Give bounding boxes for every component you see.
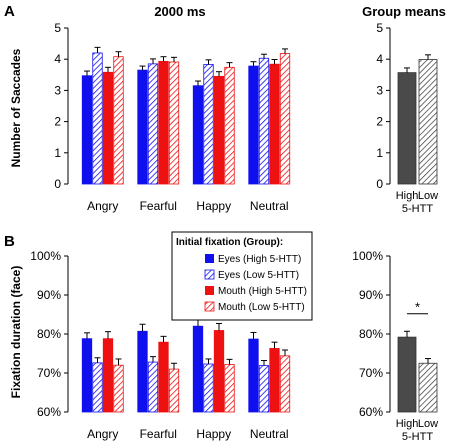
chart-a-y-tick-label: 3	[54, 83, 61, 97]
chart-b-bar	[213, 330, 225, 413]
chart-a-x-tick-label: Happy	[196, 199, 231, 213]
chart-a-y-tick-label: 5	[54, 21, 61, 35]
chart-a-bar	[158, 60, 169, 185]
chart-a-x-tick-label: Fearful	[140, 199, 177, 213]
panel-a-label: A	[4, 3, 15, 20]
chart-a-x-tick-label: Angry	[87, 199, 118, 213]
chart-b-group-y-tick-label: 100%	[352, 249, 383, 263]
panel-a-ylabel: Number of Saccades	[9, 48, 23, 167]
legend-label-eyes-low: Eyes (Low 5-HTT)	[218, 270, 299, 281]
chart-a-group-y-tick-label: 4	[376, 52, 383, 66]
chart-b-x-tick-label: Happy	[196, 427, 231, 441]
chart-a-group-x-sublabel: 5-HTT	[402, 203, 433, 215]
chart-b-group-significance-marker: *	[415, 300, 420, 315]
chart-a-group-x-tick-label: High	[396, 190, 419, 202]
chart-a-group-bar	[418, 59, 438, 185]
chart-a-bar	[102, 71, 114, 185]
chart-b-x-tick-label: Fearful	[140, 427, 177, 441]
legend-label-mouth-low: Mouth (Low 5-HTT)	[218, 302, 305, 313]
chart-a-saccades: 0 1 2 3 4 5 Angry Fearful Happy Neutral	[54, 21, 291, 213]
panel-b-ylabel: Fixation duration (face)	[9, 266, 23, 399]
chart-a-bar	[213, 75, 225, 185]
chart-b-y-tick-label: 100%	[30, 249, 61, 263]
chart-a-bar	[147, 63, 159, 185]
chart-a-group-y-tick-label: 5	[376, 21, 383, 35]
legend-title: Initial fixation (Group):	[176, 237, 283, 248]
chart-b-group-y-tick-label: 90%	[359, 288, 383, 302]
chart-b-group-x-tick-label: High	[396, 418, 419, 430]
chart-a-bar	[81, 75, 93, 185]
chart-b-bar	[113, 364, 124, 413]
chart-b-y-tick-label: 70%	[37, 366, 61, 380]
chart-a-group-y-tick-label: 2	[376, 115, 383, 129]
chart-b-bar	[102, 338, 114, 413]
chart-b-bar	[279, 355, 291, 413]
chart-a-y-tick-label: 2	[54, 115, 61, 129]
chart-a-bar	[168, 61, 180, 185]
chart-b-group-y-tick-label: 80%	[359, 327, 383, 341]
chart-a-bar	[192, 85, 204, 185]
chart-b-bar	[147, 361, 159, 413]
legend-box	[171, 231, 313, 321]
chart-b-bar	[92, 362, 103, 413]
chart-a-y-tick-label: 1	[54, 146, 61, 160]
chart-a-group-y-tick-label: 0	[376, 177, 383, 191]
chart-b-y-tick-label: 90%	[37, 288, 61, 302]
chart-b-fixation-duration: 60% 70% 80% 90% 100% Angry Fearful Happy Neutral	[30, 249, 291, 441]
chart-a-x-tick-label: Neutral	[250, 199, 289, 213]
chart-a-bar	[224, 66, 235, 185]
chart-a-bar	[279, 53, 291, 185]
legend-swatch-mouth-high	[205, 286, 214, 295]
chart-b-bar	[203, 363, 214, 413]
legend-label-eyes-high: Eyes (High 5-HTT)	[218, 254, 301, 265]
chart-b-group-y-tick-label: 70%	[359, 366, 383, 380]
group-means-title: Group means	[362, 4, 446, 19]
legend-label-mouth-high: Mouth (High 5-HTT)	[218, 286, 307, 297]
legend-swatch-eyes-low	[204, 269, 215, 280]
chart-b-bar	[248, 338, 259, 413]
panel-b-label: B	[4, 233, 15, 250]
chart-b-y-tick-label: 80%	[37, 327, 61, 341]
chart-a-group-y-tick-label: 3	[376, 83, 383, 97]
chart-b-bar	[192, 325, 204, 413]
chart-a-y-tick-label: 4	[54, 52, 61, 66]
legend-swatch-eyes-high	[205, 254, 214, 263]
chart-b-bar	[258, 365, 270, 413]
legend-swatch-mouth-low	[204, 301, 215, 312]
legend: Initial fixation (Group): Eyes (High 5-H…	[171, 231, 313, 321]
chart-a-bar	[137, 69, 148, 185]
chart-b-group-bar	[418, 362, 438, 413]
chart-a-bar	[203, 64, 214, 185]
chart-a-group-y-tick-label: 1	[376, 146, 383, 160]
chart-a-group-x-tick-label: Low	[418, 190, 438, 202]
chart-b-bar	[158, 341, 169, 413]
chart-a-bar	[113, 56, 124, 185]
chart-b-y-tick-label: 60%	[37, 405, 61, 419]
panel-a-title: 2000 ms	[154, 4, 205, 19]
chart-a-group-bar	[397, 72, 417, 185]
chart-a-bar	[258, 57, 270, 185]
chart-b-group-x-sublabel: 5-HTT	[402, 431, 433, 443]
chart-b-group-y-tick-label: 60%	[359, 405, 383, 419]
chart-b-bar	[269, 348, 280, 413]
chart-b-bar	[137, 330, 148, 413]
chart-a-y-tick-label: 0	[54, 177, 61, 191]
chart-b-bar	[224, 364, 235, 413]
chart-b-bar	[81, 338, 93, 413]
chart-a-bar	[92, 52, 103, 185]
chart-a-bar	[269, 63, 280, 185]
chart-b-x-tick-label: Angry	[87, 427, 118, 441]
chart-b-group-x-tick-label: Low	[418, 418, 438, 430]
chart-b-group-bar	[397, 336, 417, 413]
chart-b-x-tick-label: Neutral	[250, 427, 289, 441]
chart-a-bar	[248, 65, 259, 185]
chart-b-bar	[168, 368, 180, 413]
